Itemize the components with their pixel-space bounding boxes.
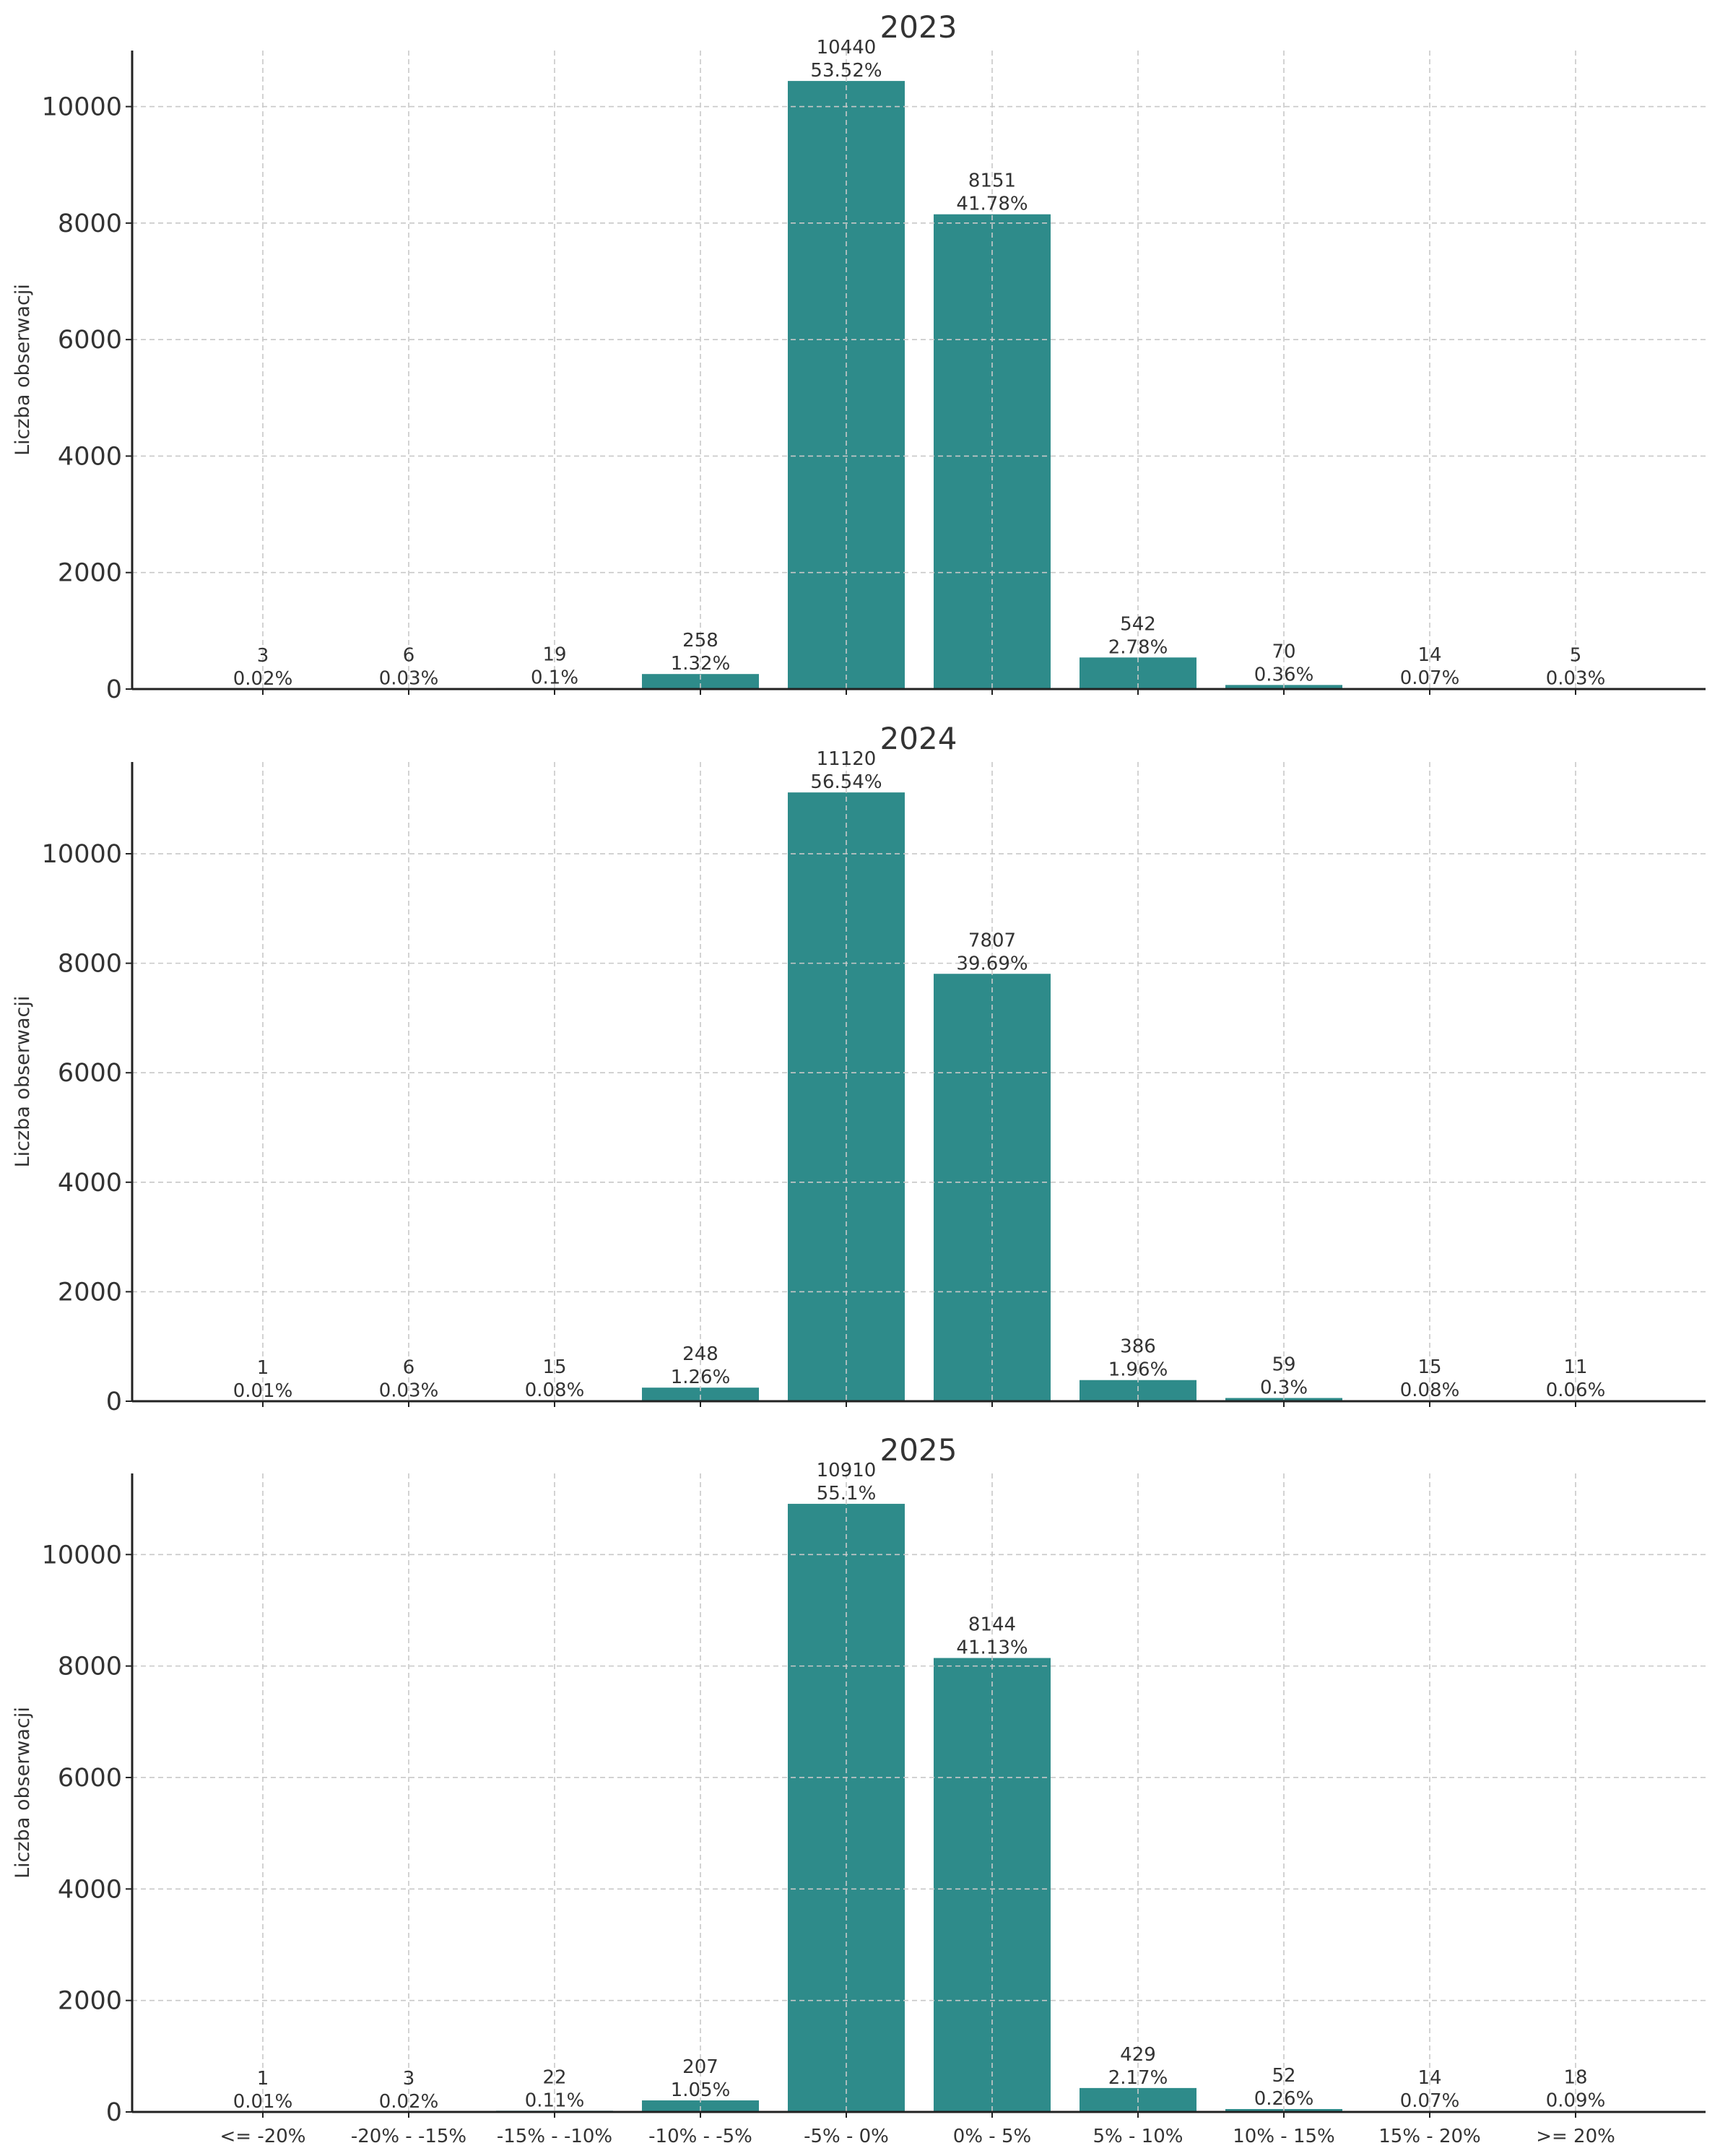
- data-label-count: 11120: [817, 748, 877, 770]
- data-label-percent: 1.32%: [671, 653, 731, 675]
- y-tick-label: 2000: [58, 1987, 122, 2016]
- data-label-count: 7807: [968, 930, 1016, 951]
- data-label-percent: 0.36%: [1254, 664, 1314, 685]
- data-label-count: 14: [1417, 644, 1441, 666]
- chart-title: 2025: [880, 1432, 957, 1468]
- data-label-percent: 0.02%: [233, 668, 293, 690]
- data-label-count: 429: [1120, 2044, 1156, 2066]
- data-label-count: 258: [682, 630, 718, 651]
- chart-title: 2024: [880, 721, 957, 756]
- data-label-count: 52: [1272, 2065, 1295, 2087]
- data-label-count: 59: [1272, 1354, 1295, 1376]
- data-label-count: 1: [257, 2068, 269, 2090]
- data-label-count: 207: [682, 2056, 718, 2078]
- data-label-percent: 2.17%: [1108, 2067, 1168, 2089]
- data-label-count: 70: [1272, 641, 1295, 662]
- x-tick-label: -10% - -5%: [648, 2126, 752, 2147]
- data-label-percent: 41.78%: [956, 194, 1028, 215]
- data-label-count: 248: [682, 1343, 718, 1365]
- data-label-count: 5: [1570, 645, 1582, 667]
- y-tick-label: 2000: [58, 1278, 122, 1307]
- chart-panel-2023: 020004000600080001000030.02%60.03%190.1%…: [12, 9, 1706, 704]
- data-label-percent: 53.52%: [810, 60, 882, 82]
- data-label-percent: 41.13%: [956, 1637, 1028, 1659]
- data-label-count: 10440: [817, 37, 877, 59]
- data-label-percent: 1.26%: [671, 1367, 731, 1388]
- data-label-percent: 2.78%: [1108, 636, 1168, 658]
- x-tick-label: 0% - 5%: [953, 2126, 1031, 2147]
- data-label-percent: 0.09%: [1546, 2090, 1606, 2112]
- x-tick-label: >= 20%: [1536, 2126, 1615, 2147]
- data-label-percent: 0.07%: [1400, 667, 1460, 689]
- data-label-count: 18: [1563, 2067, 1587, 2089]
- data-label-percent: 0.08%: [525, 1380, 585, 1401]
- x-tick-label: -5% - 0%: [804, 2126, 889, 2147]
- data-label-count: 542: [1120, 613, 1156, 635]
- x-tick-label: 10% - 15%: [1233, 2126, 1335, 2147]
- y-tick-label: 10000: [42, 840, 122, 869]
- data-label-count: 386: [1120, 1336, 1156, 1358]
- data-label-count: 8151: [968, 170, 1016, 192]
- data-label-count: 19: [542, 644, 566, 665]
- data-label-percent: 1.96%: [1108, 1359, 1168, 1381]
- y-axis-label: Liczba obserwacji: [12, 1707, 34, 1879]
- data-label-percent: 0.03%: [379, 668, 439, 690]
- chart-panel-2024: 020004000600080001000010.01%60.03%150.08…: [12, 721, 1706, 1416]
- data-label-percent: 0.1%: [531, 667, 578, 688]
- data-label-count: 8144: [968, 1614, 1016, 1636]
- y-tick-label: 0: [106, 675, 122, 704]
- x-tick-label: 5% - 10%: [1093, 2126, 1183, 2147]
- y-tick-label: 8000: [58, 1653, 122, 1681]
- data-label-count: 3: [403, 2068, 415, 2090]
- y-tick-label: 8000: [58, 209, 122, 238]
- data-label-percent: 0.07%: [1400, 2090, 1460, 2112]
- data-label-percent: 0.01%: [233, 2091, 293, 2113]
- data-label-percent: 55.1%: [817, 1483, 877, 1505]
- y-tick-label: 6000: [58, 1059, 122, 1088]
- y-tick-label: 10000: [42, 93, 122, 122]
- y-tick-label: 6000: [58, 326, 122, 355]
- chart-panel-2025: 0 2000 4000 6000 8000 10000 <= -20% -20% - -15%…: [12, 1432, 1706, 2147]
- y-tick-label: 4000: [58, 442, 122, 471]
- data-label-percent: 0.26%: [1254, 2088, 1314, 2110]
- y-tick-label: 8000: [58, 950, 122, 979]
- data-label-percent: 0.08%: [1400, 1380, 1460, 1401]
- y-tick-label: 10000: [42, 1541, 122, 1570]
- data-label-percent: 0.02%: [379, 2091, 439, 2113]
- data-label-percent: 0.06%: [1546, 1380, 1606, 1401]
- y-axis-label: Liczba obserwacji: [12, 284, 34, 456]
- x-tick-label: 15% - 20%: [1378, 2126, 1481, 2147]
- y-tick-label: 2000: [58, 559, 122, 588]
- y-tick-label: 0: [106, 1387, 122, 1416]
- data-label-count: 11: [1563, 1356, 1587, 1378]
- y-tick-label: 0: [106, 2098, 122, 2127]
- data-label-percent: 0.11%: [525, 2090, 585, 2111]
- data-label-percent: 56.54%: [810, 771, 882, 793]
- data-label-count: 3: [257, 645, 269, 667]
- data-label-percent: 0.3%: [1260, 1377, 1308, 1399]
- data-label-percent: 1.05%: [671, 2079, 731, 2101]
- data-label-percent: 0.03%: [1546, 668, 1606, 690]
- data-label-count: 6: [403, 645, 415, 667]
- data-label-count: 14: [1417, 2067, 1441, 2089]
- data-label-count: 1: [257, 1357, 269, 1379]
- y-tick-label: 4000: [58, 1169, 122, 1198]
- y-tick-label: 4000: [58, 1875, 122, 1904]
- chart-title: 2023: [880, 9, 957, 45]
- y-axis-label: Liczba obserwacji: [12, 996, 34, 1168]
- data-label-count: 15: [542, 1356, 566, 1378]
- data-label-percent: 0.03%: [379, 1380, 439, 1402]
- data-label-percent: 0.01%: [233, 1380, 293, 1402]
- y-tick-label: 6000: [58, 1764, 122, 1793]
- x-tick-label: -20% - -15%: [351, 2126, 466, 2147]
- data-label-count: 6: [403, 1357, 415, 1379]
- data-label-percent: 39.69%: [956, 953, 1028, 974]
- data-label-count: 22: [542, 2066, 566, 2088]
- x-tick-label: -15% - -10%: [497, 2126, 612, 2147]
- x-tick-label: <= -20%: [220, 2126, 305, 2147]
- data-label-count: 15: [1417, 1356, 1441, 1378]
- data-label-count: 10910: [817, 1460, 877, 1481]
